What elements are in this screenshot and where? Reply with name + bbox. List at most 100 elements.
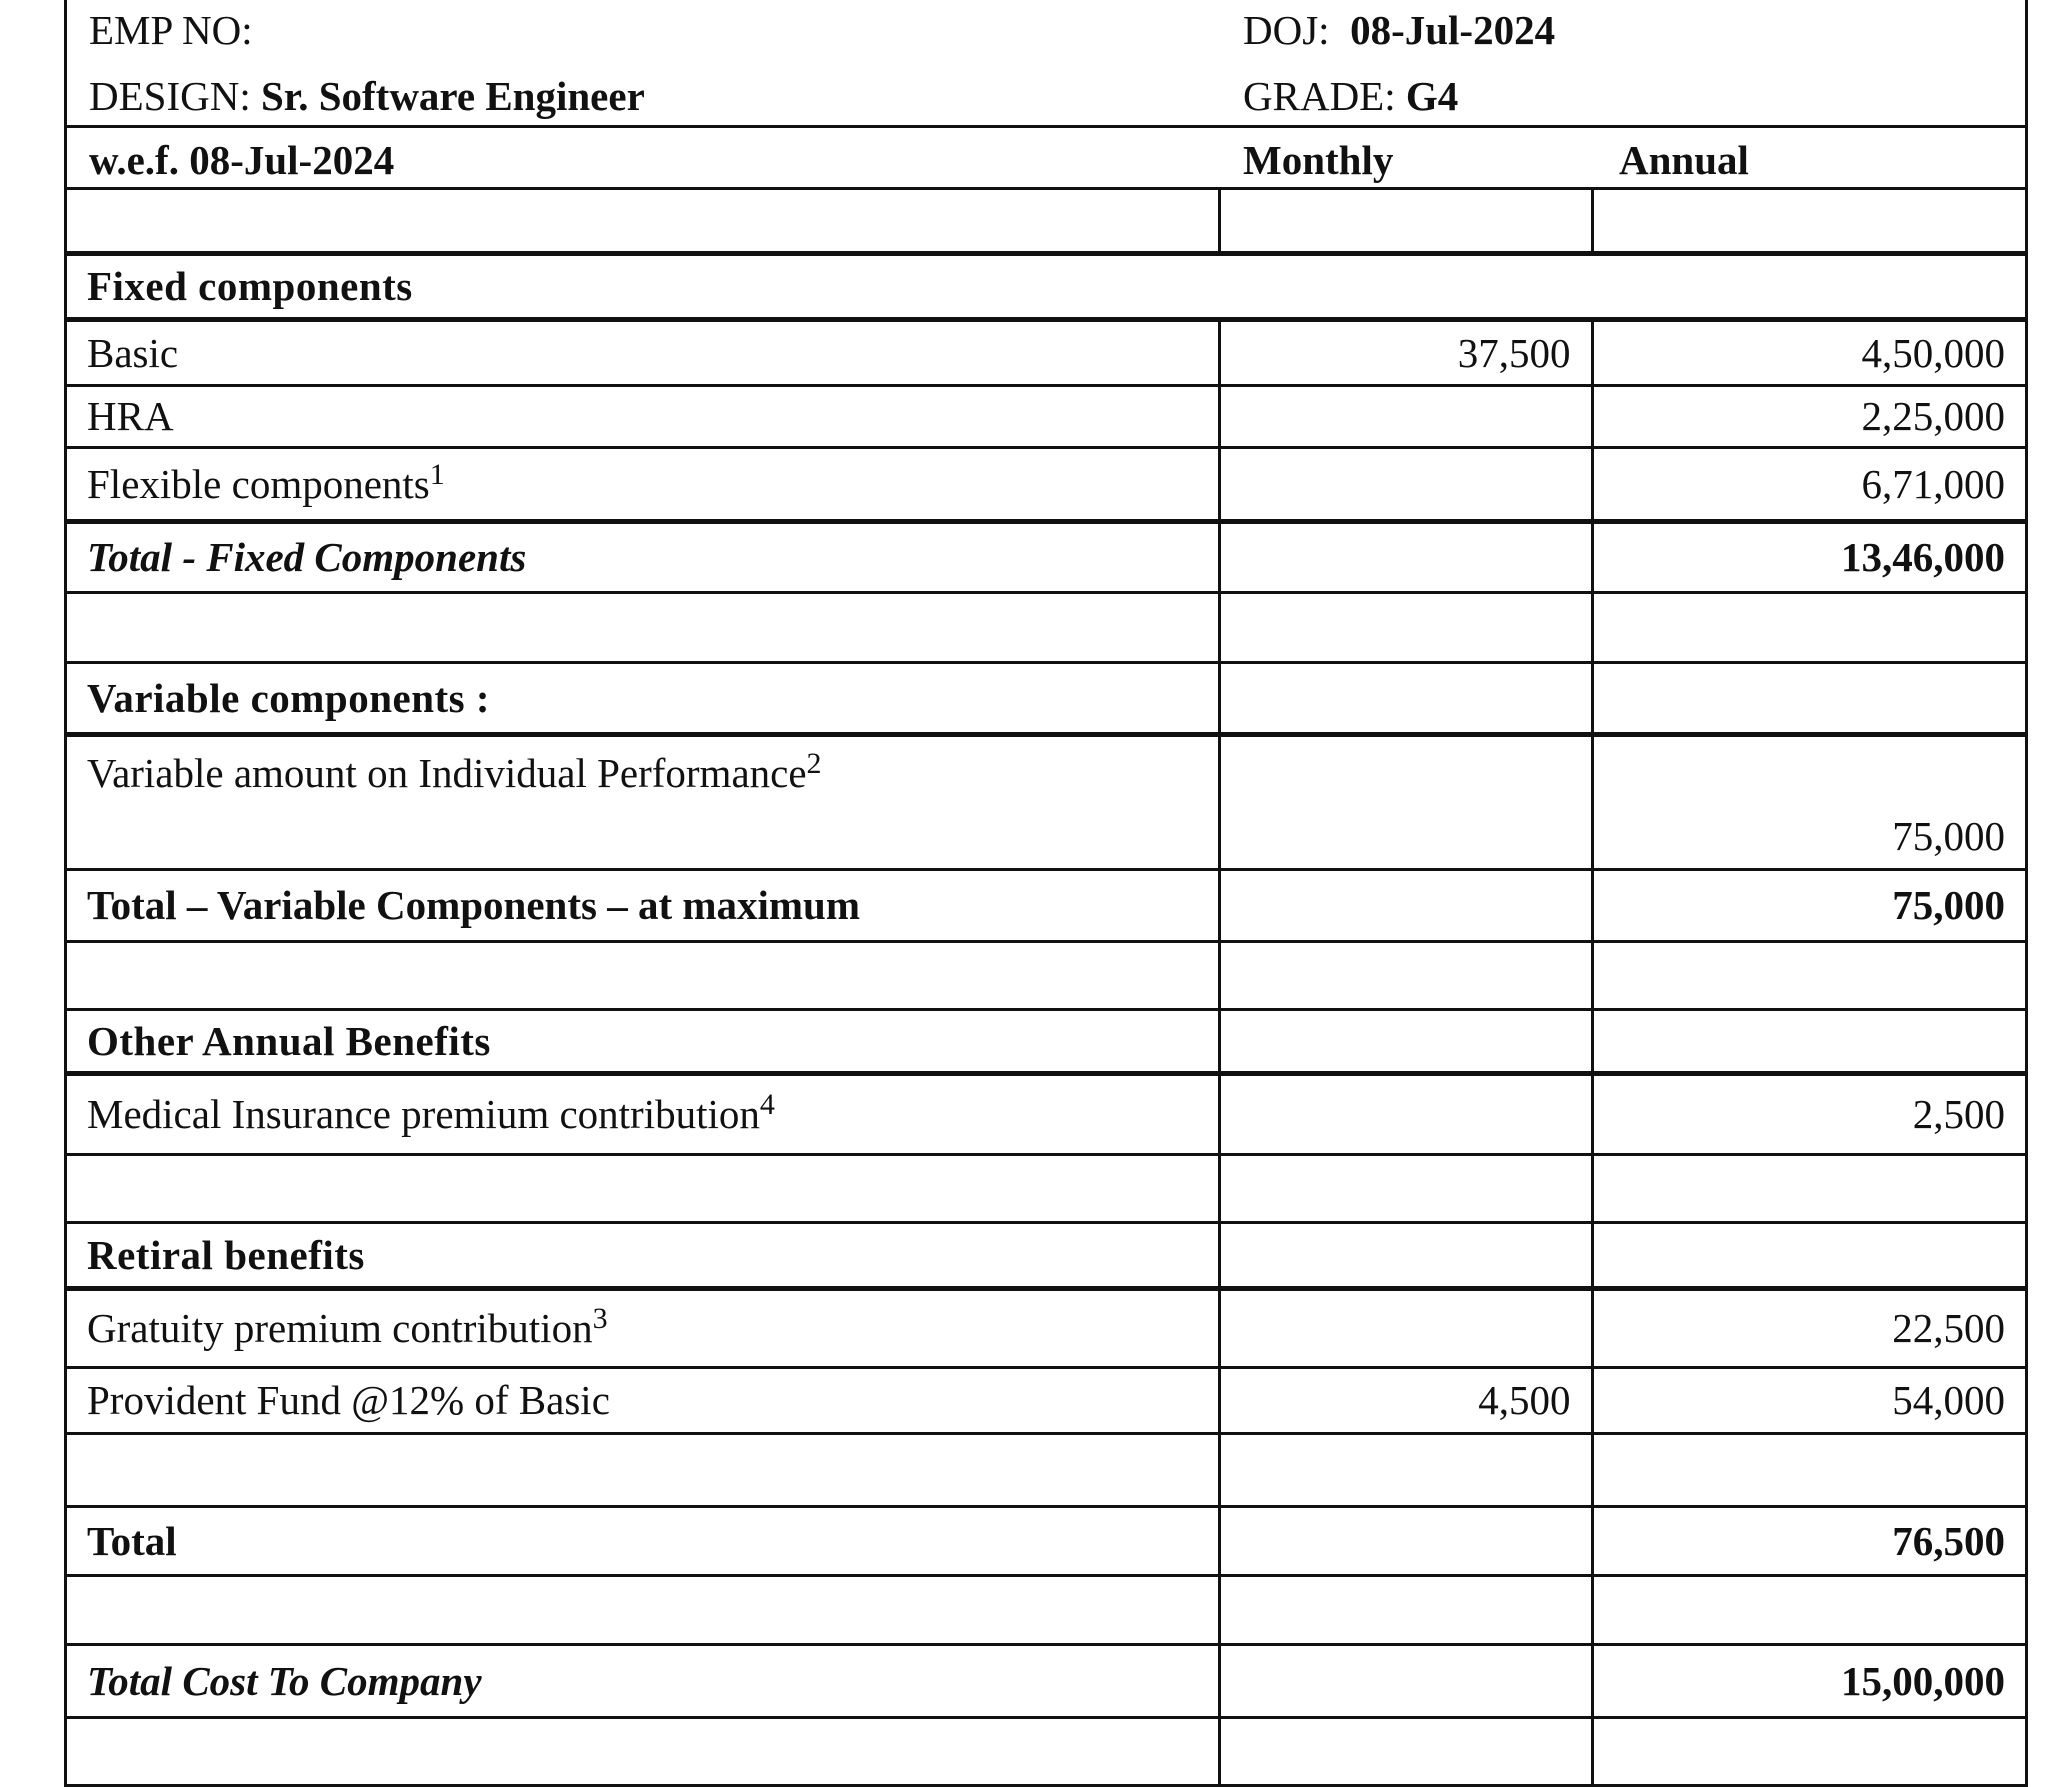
component-label: Variable amount on Individual Performanc…	[67, 734, 1219, 871]
component-name: Medical Insurance premium contribution	[87, 1091, 760, 1137]
component-label: HRA	[67, 385, 1219, 449]
design-label: DESIGN:	[89, 73, 251, 119]
empty-row	[67, 190, 2025, 256]
monthly-value	[1217, 1009, 1592, 1076]
component-name: Total – Variable Components – at maximum	[87, 882, 860, 928]
section-header-row: Other Annual Benefits	[67, 1009, 2025, 1076]
annual-column-header: Annual	[1619, 137, 1749, 183]
total-row: Total 76,500	[67, 1506, 2025, 1577]
component-label	[67, 941, 1219, 1011]
monthly-value	[1217, 521, 1592, 594]
monthly-value	[1217, 1288, 1592, 1369]
annual-value: 75,000	[1590, 734, 2025, 871]
monthly-value	[1217, 1073, 1592, 1156]
annual-value: 2,500	[1590, 1073, 2025, 1156]
design-field: DESIGN: Sr. Software Engineer	[89, 72, 645, 120]
section-header-row: Variable components :	[67, 662, 2025, 737]
empty-row	[67, 1717, 2025, 1787]
annual-value: 4,50,000	[1590, 319, 2025, 387]
annual-value: 54,000	[1590, 1367, 2025, 1435]
component-name: Gratuity premium contribution	[87, 1305, 593, 1351]
monthly-value	[1217, 1575, 1592, 1646]
footnote-marker: 4	[759, 1088, 775, 1121]
annual-value: 2,25,000	[1590, 385, 2025, 449]
section-header-row: Retiral benefits	[67, 1222, 2025, 1291]
wef-date: w.e.f. 08-Jul-2024	[89, 137, 395, 183]
component-name: Total Cost To Company	[87, 1657, 482, 1704]
component-label: Basic	[67, 319, 1219, 387]
component-label: Total - Fixed Components	[67, 521, 1219, 594]
total-row: Total - Fixed Components 13,46,000	[67, 521, 2025, 594]
monthly-value	[1217, 190, 1592, 256]
component-name: Total - Fixed Components	[87, 534, 527, 580]
table-row: Variable amount on Individual Performanc…	[67, 734, 2025, 871]
annual-value	[1590, 1433, 2025, 1508]
annual-value: 75,000	[1590, 869, 2025, 943]
column-header-row: w.e.f. 08-Jul-2024 Monthly Annual	[67, 128, 2025, 190]
empty-row	[67, 1575, 2025, 1646]
monthly-value	[1217, 385, 1592, 449]
salary-breakup-table: EMP NO: DOJ: 08-Jul-2024 DESIGN: Sr. Sof…	[64, 0, 2028, 1787]
annual-value: 13,46,000	[1590, 521, 2025, 594]
component-label: Other Annual Benefits	[67, 1009, 1219, 1076]
component-label: Gratuity premium contribution3	[67, 1288, 1219, 1369]
doj-value: 08-Jul-2024	[1350, 7, 1556, 53]
table-row: Flexible components1 6,71,000	[67, 447, 2025, 524]
employee-info-header: EMP NO: DOJ: 08-Jul-2024 DESIGN: Sr. Sof…	[67, 0, 2025, 128]
component-name: Basic	[87, 329, 179, 376]
monthly-column-header: Monthly	[1243, 137, 1394, 183]
component-label: Flexible components1	[67, 447, 1219, 524]
component-name: Flexible components	[87, 460, 430, 507]
monthly-value	[1217, 1644, 1592, 1719]
grade-value: G4	[1405, 73, 1459, 119]
monthly-value	[1217, 447, 1592, 524]
table-row: Medical Insurance premium contribution4 2…	[67, 1073, 2025, 1156]
monthly-value	[1217, 1717, 1592, 1787]
monthly-value	[1217, 1154, 1592, 1224]
monthly-value: 37,500	[1217, 319, 1592, 387]
empty-row	[67, 1433, 2025, 1508]
annual-value: 22,500	[1590, 1288, 2025, 1369]
component-label: Medical Insurance premium contribution4	[67, 1073, 1219, 1156]
component-label	[67, 190, 1219, 256]
annual-value	[1590, 1154, 2025, 1224]
annual-value	[1590, 662, 2025, 737]
component-label	[67, 1154, 1219, 1224]
monthly-value	[1217, 734, 1592, 871]
emp-no-label: EMP NO:	[89, 7, 253, 53]
component-name: Total	[87, 1517, 177, 1564]
empty-row	[67, 592, 2025, 664]
component-label: Total Cost To Company	[67, 1644, 1219, 1719]
component-label: Total	[67, 1506, 1219, 1577]
component-name: Variable amount on Individual Performanc…	[87, 749, 807, 796]
monthly-value	[1217, 1506, 1592, 1577]
annual-value	[1590, 1717, 2025, 1787]
annual-value	[1590, 1222, 2025, 1291]
footnote-marker: 2	[806, 746, 822, 780]
footnote-marker: 1	[429, 457, 445, 491]
doj-field: DOJ: 08-Jul-2024	[1243, 6, 1555, 54]
component-name: Variable components :	[87, 674, 491, 721]
component-label: Provident Fund @12% of Basic	[67, 1367, 1219, 1435]
table-row: Provident Fund @12% of Basic 4,500 54,000	[67, 1367, 2025, 1435]
total-row: Total Cost To Company 15,00,000	[67, 1644, 2025, 1719]
annual-value	[1590, 941, 2025, 1011]
monthly-value	[1217, 592, 1592, 664]
components-table: Fixed components Basic 37,500 4,50,000 HRA 2,…	[67, 190, 2025, 1787]
table-row: Basic 37,500 4,50,000	[67, 319, 2025, 387]
annual-value: 6,71,000	[1590, 447, 2025, 524]
component-name: HRA	[87, 393, 174, 439]
annual-value	[1590, 190, 2025, 256]
monthly-value	[1217, 1222, 1592, 1291]
grade-label: GRADE:	[1243, 73, 1396, 119]
monthly-value	[1217, 1433, 1592, 1508]
footnote-marker: 3	[592, 1302, 608, 1335]
empty-row	[67, 1154, 2025, 1224]
component-label: Total – Variable Components – at maximum	[67, 869, 1219, 943]
monthly-value	[1217, 662, 1592, 737]
section-header-row: Fixed components	[67, 253, 2025, 322]
annual-value	[1590, 1575, 2025, 1646]
doj-label: DOJ:	[1243, 7, 1330, 53]
total-row: Total – Variable Components – at maximum…	[67, 869, 2025, 943]
grade-field: GRADE: G4	[1243, 72, 1458, 120]
